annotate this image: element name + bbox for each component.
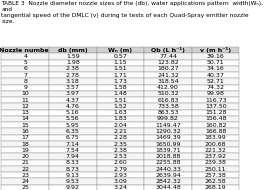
Text: TABLE 3  Nozzle diameter nozzle sizes of the (db), water applications pattern  w: TABLE 3 Nozzle diameter nozzle sizes of … [1,1,263,24]
